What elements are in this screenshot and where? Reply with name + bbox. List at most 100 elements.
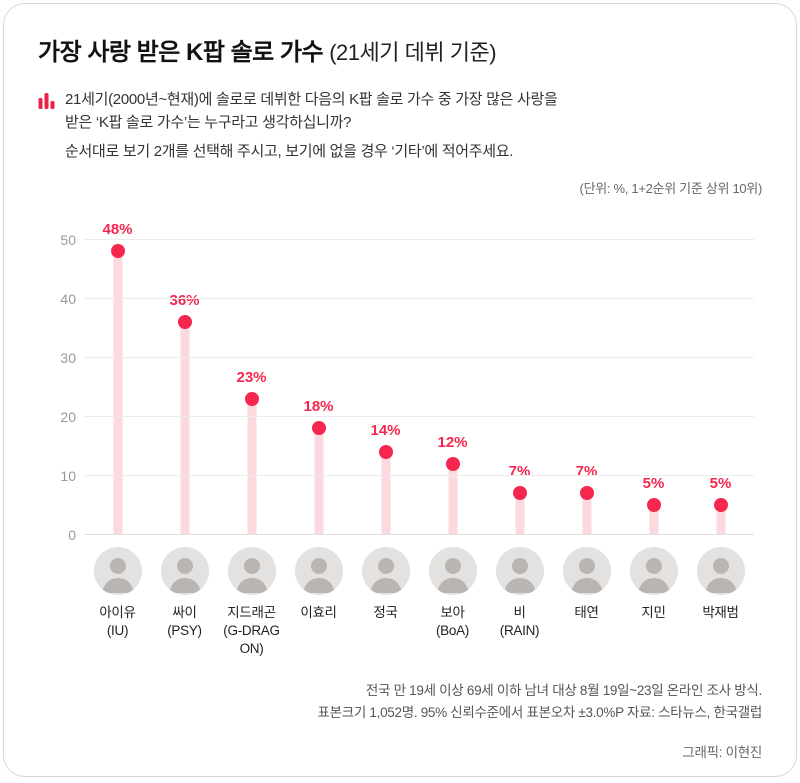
artist: 이효리 (285, 546, 352, 659)
value-label: 36% (169, 292, 200, 310)
artist-photo (696, 546, 745, 595)
methodology-line-2: 표본크기 1,052명. 95% 신뢰수준에서 표본오차 ±3.0%P 자료: … (317, 705, 762, 721)
value-label: 14% (370, 421, 401, 439)
artist: 아이유 (IU) (84, 546, 151, 659)
artist-photo (160, 546, 209, 595)
artist: 정국 (352, 546, 419, 659)
infographic-card: 가장 사랑 받은 K팝 솔로 가수 (21세기 데뷔 기준) 21세기(2000… (3, 3, 797, 777)
artist-photo (495, 546, 544, 595)
graphic-credit: 그래픽: 이현진 (682, 744, 762, 760)
value-label: 5% (709, 475, 732, 492)
y-tick-label: 30 (60, 349, 76, 366)
value-label: 5% (642, 475, 665, 492)
artist-name-english: (BoA) (435, 622, 469, 638)
value-dot (713, 498, 728, 512)
gridline (84, 415, 754, 417)
artist-name: 이효리 (300, 604, 337, 620)
artist-name: 아이유 (IU) (84, 604, 151, 640)
artist-photo (93, 546, 142, 595)
chart-column: 12% (419, 198, 486, 535)
artist-name: 지드래곤 (G-DRAGON) (218, 604, 285, 659)
value-label: 23% (236, 368, 267, 386)
question-line-3: 순서대로 보기 2개를 선택해 주시고, 보기에 없을 경우 ‘기타’에 적어주… (65, 143, 514, 160)
chart-column: 14% (352, 198, 419, 535)
value-bar (582, 493, 591, 535)
artist-photo (428, 546, 477, 595)
value-bar (180, 322, 189, 535)
question-line-1: 21세기(2000년~현재)에 솔로로 데뷔한 다음의 K팝 솔로 가수 중 가… (65, 91, 558, 108)
artist-name: 정국 (373, 604, 398, 620)
value-label: 7% (575, 463, 598, 481)
artist-name-english: (RAIN) (499, 622, 540, 638)
artist-photo (629, 546, 678, 595)
value-bar (314, 428, 323, 535)
value-dot (646, 498, 661, 512)
chart-column: 5% (620, 198, 687, 535)
chart-column: 5% (687, 198, 754, 535)
chart-column: 48% (84, 198, 151, 535)
title-subtitle: (21세기 데뷔 기준) (329, 40, 497, 65)
artist-name: 비 (RAIN) (486, 604, 553, 640)
artist-name: 지민 (641, 604, 666, 620)
bar-chart-icon (38, 89, 55, 164)
survey-question: 21세기(2000년~현재)에 솔로로 데뷔한 다음의 K팝 솔로 가수 중 가… (38, 89, 762, 164)
gridline (84, 238, 754, 240)
artist-name-english: (G-DRAGON) (223, 622, 280, 656)
chart-column: 7% (486, 198, 553, 535)
artist-name: 박재범 (702, 604, 739, 620)
question-text: 21세기(2000년~현재)에 솔로로 데뷔한 다음의 K팝 솔로 가수 중 가… (65, 89, 558, 164)
artist-name: 태연 (574, 604, 599, 620)
y-tick-label: 0 (68, 526, 76, 543)
value-bar (716, 505, 725, 535)
value-dot (512, 486, 527, 501)
value-dot (177, 315, 192, 330)
artist: 싸이 (PSY) (151, 546, 218, 659)
value-dot (110, 244, 125, 259)
artist-name-english: (PSY) (167, 622, 202, 638)
gridline (84, 297, 754, 299)
artist: 비 (RAIN) (486, 546, 553, 659)
artist-photo (294, 546, 343, 595)
value-label: 12% (437, 433, 468, 451)
artist-name: 보아 (BoA) (419, 604, 486, 640)
page-title: 가장 사랑 받은 K팝 솔로 가수 (21세기 데뷔 기준) (38, 32, 762, 67)
y-tick-label: 20 (60, 408, 76, 425)
artist: 보아 (BoA) (419, 546, 486, 659)
methodology-line-1: 전국 만 19세 이상 69세 이하 남녀 대상 8월 19일~23일 온라인 … (365, 683, 762, 699)
chart-column: 7% (553, 198, 620, 535)
question-line-2: 받은 ‘K팝 솔로 가수’는 누구라고 생각하십니까? (65, 113, 352, 131)
chart-column: 36% (151, 198, 218, 535)
gridline (84, 533, 754, 535)
artist: 지드래곤 (G-DRAGON) (218, 546, 285, 659)
value-bar (113, 251, 122, 535)
gridline (84, 474, 754, 476)
chart-column: 23% (218, 198, 285, 535)
value-label: 7% (508, 463, 531, 481)
artist-photo (562, 546, 611, 595)
artist-name-english: (IU) (106, 622, 129, 638)
title-main: 가장 사랑 받은 K팝 솔로 가수 (38, 39, 324, 66)
chart-column: 18% (285, 198, 352, 535)
y-tick-label: 10 (60, 467, 76, 484)
artist-photo (227, 546, 276, 595)
unit-note: (단위: %, 1+2순위 기준 상위 10위) (579, 180, 763, 196)
value-dot (579, 486, 594, 501)
y-tick-label: 40 (60, 290, 76, 307)
value-dot (244, 391, 259, 406)
artist: 태연 (553, 546, 620, 659)
columns: 48% 36% 23% 18% 14% 12% 7% 7% 5% 5% (84, 198, 754, 535)
survey-methodology: 전국 만 19세 이상 69세 이하 남녀 대상 8월 19일~23일 온라인 … (38, 680, 762, 725)
value-dot (445, 456, 460, 471)
value-dot (378, 444, 393, 459)
artist-name: 싸이 (PSY) (151, 604, 218, 640)
y-tick-label: 50 (60, 231, 76, 248)
artist: 지민 (620, 546, 687, 659)
gridline (84, 356, 754, 358)
value-bar (247, 398, 256, 535)
artist: 박재범 (687, 546, 754, 659)
value-bar (381, 451, 390, 535)
people-row: 아이유 (IU) 싸이 (PSY) 지드래곤 (G-DRAGON) 이효리 정국 보아 (BoA)… (84, 546, 754, 659)
value-bar (649, 505, 658, 535)
value-bar (448, 463, 457, 535)
plot-area: 48% 36% 23% 18% 14% 12% 7% 7% 5% 5% 0 10 20 30 40 50 (60, 221, 754, 543)
